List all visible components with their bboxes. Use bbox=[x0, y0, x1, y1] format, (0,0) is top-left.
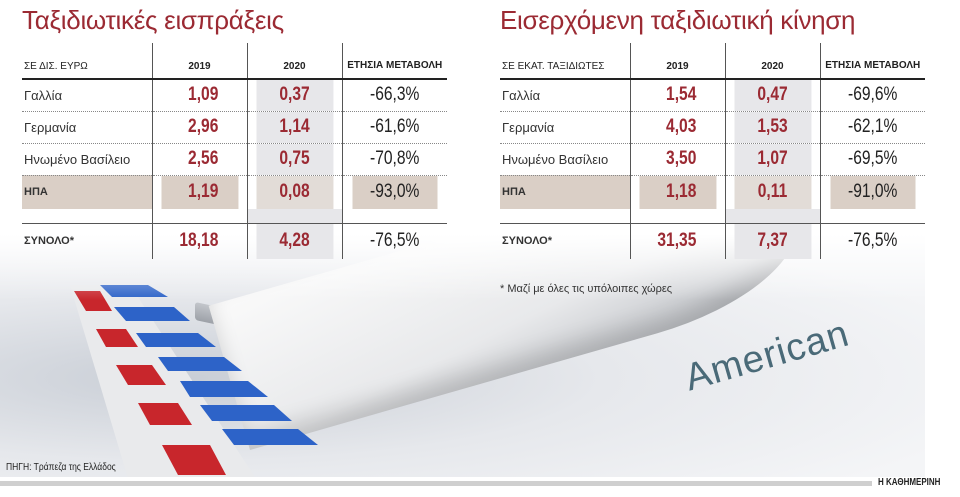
value-2020: 1,14 bbox=[255, 111, 334, 144]
unit-label: ΣΕ ΔΙΣ. ΕΥΡΩ bbox=[22, 43, 152, 80]
header-annual-change: ΕΤΗΣΙΑ ΜΕΤΑΒΟΛΗ bbox=[819, 43, 925, 80]
header-2020: 2020 bbox=[724, 43, 820, 80]
value-change: -66,3% bbox=[351, 79, 438, 112]
value-2019: 1,54 bbox=[638, 79, 717, 112]
row-label: ΣΥΝΟΛΟ* bbox=[502, 235, 553, 248]
value-change: -76,5% bbox=[351, 223, 438, 259]
value-2020: 1,53 bbox=[733, 111, 812, 144]
travel-receipts-panel: Ταξιδιωτικές εισπράξεις ΣΕ ΔΙΣ. ΕΥΡΩ 201… bbox=[22, 0, 447, 259]
row-label: Γαλλία bbox=[500, 79, 630, 112]
row-label: ΗΠΑ bbox=[500, 175, 630, 209]
inbound-travel-panel: Εισερχόμενη ταξιδιωτική κίνηση ΣΕ ΕΚΑΤ. … bbox=[500, 0, 925, 259]
table-row-highlighted: ΗΠΑ 1,19 0,08 -93,0% bbox=[22, 175, 447, 209]
row-label: Γαλλία bbox=[22, 79, 152, 112]
row-label: Γερμανία bbox=[500, 111, 630, 144]
value-2020: 0,47 bbox=[733, 79, 812, 112]
value-change: -69,6% bbox=[829, 79, 916, 112]
value-2020: 0,08 bbox=[255, 175, 334, 209]
value-2019: 31,35 bbox=[638, 223, 717, 259]
source-credit: ΠΗΓΗ: Τράπεζα της Ελλάδος bbox=[6, 462, 116, 473]
table-row: Ηνωμένο Βασίλειο 3,50 1,07 -69,5% bbox=[500, 143, 925, 176]
airplane-tail-flag-icon bbox=[70, 285, 318, 477]
row-label: ΣΥΝΟΛΟ* bbox=[24, 235, 75, 248]
row-spacer bbox=[500, 209, 925, 224]
value-change: -93,0% bbox=[351, 175, 438, 209]
travel-receipts-title: Ταξιδιωτικές εισπράξεις bbox=[22, 5, 284, 35]
publisher-brand: Η ΚΑΘΗΜΕΡΙΝΗ bbox=[878, 477, 941, 488]
travel-receipts-table: ΣΕ ΔΙΣ. ΕΥΡΩ 2019 2020 ΕΤΗΣΙΑ ΜΕΤΑΒΟΛΗ Γ… bbox=[22, 43, 447, 259]
header-2020: 2020 bbox=[246, 43, 342, 80]
value-2020: 1,07 bbox=[733, 143, 812, 176]
value-2019: 1,18 bbox=[638, 175, 717, 209]
table-row-total: ΣΥΝΟΛΟ* 18,18 4,28 -76,5% bbox=[22, 223, 447, 259]
header-2019: 2019 bbox=[629, 43, 725, 80]
table-row: Ηνωμένο Βασίλειο 2,56 0,75 -70,8% bbox=[22, 143, 447, 176]
value-2019: 1,09 bbox=[160, 79, 239, 112]
header-annual-change: ΕΤΗΣΙΑ ΜΕΤΑΒΟΛΗ bbox=[341, 43, 447, 80]
value-2019: 2,56 bbox=[160, 143, 239, 176]
value-2020: 4,28 bbox=[255, 223, 334, 259]
value-2019: 4,03 bbox=[638, 111, 717, 144]
table-row: Γερμανία 2,96 1,14 -61,6% bbox=[22, 111, 447, 144]
value-2020: 0,75 bbox=[255, 143, 334, 176]
value-2020: 7,37 bbox=[733, 223, 812, 259]
value-change: -91,0% bbox=[829, 175, 916, 209]
table-row: Γαλλία 1,09 0,37 -66,3% bbox=[22, 79, 447, 112]
row-label: Ηνωμένο Βασίλειο bbox=[22, 143, 152, 176]
row-label: Γερμανία bbox=[22, 111, 152, 144]
table-row-total: ΣΥΝΟΛΟ* 31,35 7,37 -76,5% bbox=[500, 223, 925, 259]
footer-rule bbox=[0, 481, 872, 486]
value-change: -76,5% bbox=[829, 223, 916, 259]
value-change: -62,1% bbox=[829, 111, 916, 144]
inbound-travel-title: Εισερχόμενη ταξιδιωτική κίνηση bbox=[500, 5, 856, 35]
footnote: * Μαζί με όλες τις υπόλοιπες χώρες bbox=[500, 283, 673, 295]
value-2020: 0,11 bbox=[733, 175, 812, 209]
value-change: -70,8% bbox=[351, 143, 438, 176]
value-2019: 1,19 bbox=[160, 175, 239, 209]
value-change: -61,6% bbox=[351, 111, 438, 144]
value-2019: 3,50 bbox=[638, 143, 717, 176]
value-2019: 18,18 bbox=[160, 223, 239, 259]
value-2020: 0,37 bbox=[255, 79, 334, 112]
table-row-highlighted: ΗΠΑ 1,18 0,11 -91,0% bbox=[500, 175, 925, 209]
row-label: Ηνωμένο Βασίλειο bbox=[500, 143, 630, 176]
row-label: ΗΠΑ bbox=[22, 175, 152, 209]
row-spacer bbox=[22, 209, 447, 224]
table-row: Γαλλία 1,54 0,47 -69,6% bbox=[500, 79, 925, 112]
value-2019: 2,96 bbox=[160, 111, 239, 144]
header-2019: 2019 bbox=[151, 43, 247, 80]
inbound-travel-table: ΣΕ ΕΚΑΤ. ΤΑΞΙΔΙΩΤΕΣ 2019 2020 ΕΤΗΣΙΑ ΜΕΤ… bbox=[500, 43, 925, 259]
unit-label: ΣΕ ΕΚΑΤ. ΤΑΞΙΔΙΩΤΕΣ bbox=[500, 43, 630, 80]
value-change: -69,5% bbox=[829, 143, 916, 176]
table-row: Γερμανία 4,03 1,53 -62,1% bbox=[500, 111, 925, 144]
